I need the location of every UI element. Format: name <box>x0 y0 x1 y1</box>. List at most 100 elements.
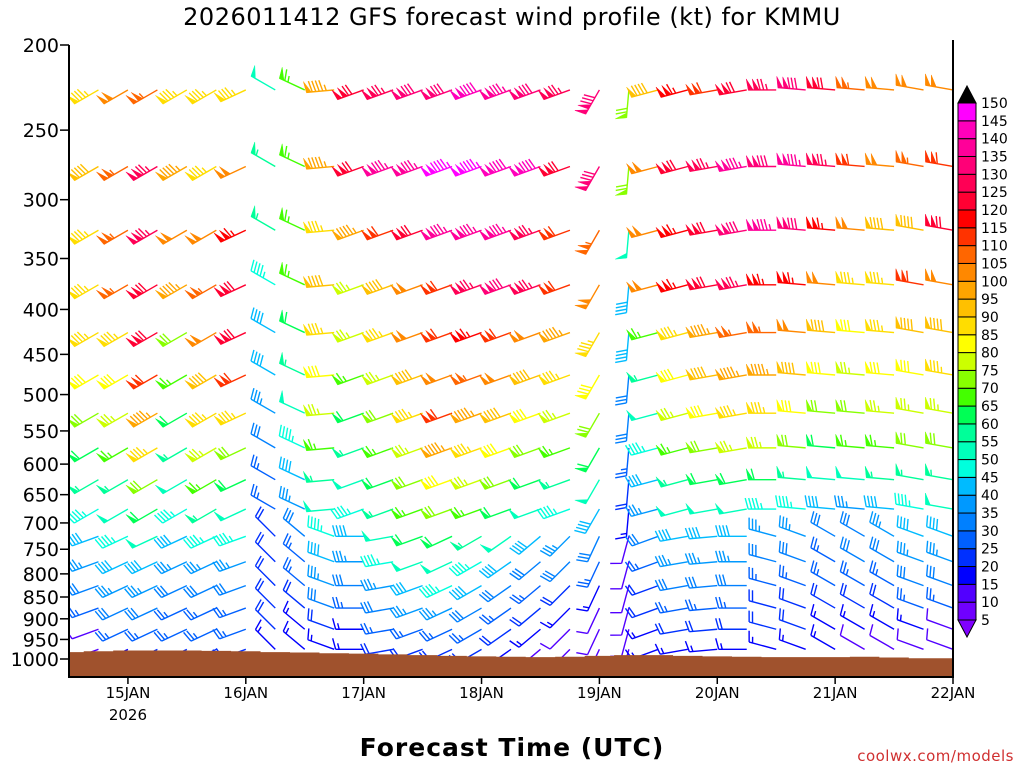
barb-flag <box>396 87 408 98</box>
barb-flag <box>360 508 373 519</box>
barb-flag <box>574 352 589 358</box>
wind-barb <box>895 431 924 449</box>
barb-staff <box>278 456 306 481</box>
wind-barb <box>715 472 747 486</box>
barb-flag <box>184 235 197 245</box>
barb-flag <box>360 284 373 295</box>
barb-flag <box>125 337 139 347</box>
barb-flag <box>835 434 843 447</box>
wind-barb <box>303 322 335 336</box>
wind-barb <box>925 492 954 510</box>
barb-flag <box>449 479 461 490</box>
barb-staff <box>188 447 217 463</box>
wind-barb <box>537 479 571 490</box>
barb-flag <box>130 287 144 297</box>
y-tick-label: 650 <box>23 485 59 507</box>
wind-barb <box>539 607 571 629</box>
wind-barb <box>574 479 601 505</box>
barb-staff <box>483 407 512 424</box>
barb-flag <box>632 161 643 173</box>
barb-flag <box>805 318 813 331</box>
wind-barb <box>895 214 924 231</box>
barb-flag <box>360 412 373 424</box>
wind-barb <box>65 508 99 524</box>
barb-flag <box>250 65 256 79</box>
barb-staff <box>153 628 188 642</box>
barb-staff <box>94 607 129 621</box>
wind-barb <box>745 321 777 334</box>
wind-barb <box>96 284 129 300</box>
x-tick-sublabel: 2026 <box>109 706 147 724</box>
barb-staff <box>425 158 453 177</box>
barb-staff <box>654 601 688 614</box>
wind-barb <box>839 536 865 563</box>
wind-barb <box>279 352 306 376</box>
x-tick-label: 20JAN <box>695 684 740 702</box>
barb-flag <box>805 152 813 165</box>
barb-flag <box>331 447 343 458</box>
barb-flag <box>805 434 813 447</box>
colorbar-bin <box>957 298 977 318</box>
barb-staff <box>453 443 482 459</box>
wind-barb <box>539 585 571 607</box>
barb-flag <box>537 479 549 490</box>
barb-flag <box>390 166 402 177</box>
barb-staff <box>188 165 217 182</box>
wind-barb <box>574 284 601 310</box>
wind-barb <box>805 434 836 449</box>
barb-flag <box>691 277 702 289</box>
y-tick-label: 750 <box>23 539 59 561</box>
wind-barb <box>184 508 217 524</box>
barb-staff <box>580 89 601 115</box>
barb-staff <box>925 317 954 334</box>
barb-flag <box>655 281 667 293</box>
barb-flag <box>685 442 696 454</box>
barb-staff <box>282 556 306 587</box>
barb-staff <box>132 164 158 182</box>
barb-staff <box>65 532 99 547</box>
barb-staff <box>624 442 659 456</box>
barb-flag <box>931 215 937 228</box>
wind-barb <box>776 318 806 334</box>
barb-staff <box>574 508 601 534</box>
wind-barb <box>184 372 217 390</box>
wind-barb <box>418 607 453 621</box>
barb-flag <box>864 399 872 412</box>
wind-barb <box>448 585 482 601</box>
barb-flag <box>455 330 467 341</box>
wind-barb <box>279 309 306 334</box>
wind-barb <box>776 361 806 376</box>
barb-staff <box>866 271 895 286</box>
barb-flag <box>895 431 902 445</box>
wind-barb <box>303 365 335 379</box>
wind-barb <box>254 555 276 587</box>
colorbar-label: 150 <box>981 96 1008 112</box>
wind-barb <box>508 444 541 459</box>
barb-staff <box>250 259 276 286</box>
y-tick-label: 850 <box>23 587 59 609</box>
wind-barb <box>810 536 836 563</box>
barb-flag <box>513 227 526 239</box>
barb-flag <box>508 447 520 458</box>
barb-flag <box>303 221 312 233</box>
barb-flag <box>213 168 226 179</box>
wind-barb <box>213 479 247 493</box>
barb-staff <box>869 560 895 587</box>
barb-flag <box>864 318 872 331</box>
credit-link[interactable]: coolwx.com/models <box>857 747 1014 765</box>
barb-staff <box>454 223 482 241</box>
barb-staff <box>576 561 601 588</box>
barb-flag <box>160 232 173 242</box>
barb-flag <box>805 466 813 478</box>
barb-staff <box>719 221 747 236</box>
wind-barb <box>839 624 865 650</box>
wind-barb <box>925 150 954 168</box>
colorbar-under-triangle <box>957 619 977 639</box>
wind-barb <box>925 431 954 449</box>
colorbar-bin <box>957 334 977 354</box>
barb-staff <box>159 88 188 105</box>
wind-barb <box>184 447 217 463</box>
barb-staff <box>863 495 895 510</box>
wind-barb <box>390 534 423 547</box>
colorbar-bin <box>957 227 977 247</box>
